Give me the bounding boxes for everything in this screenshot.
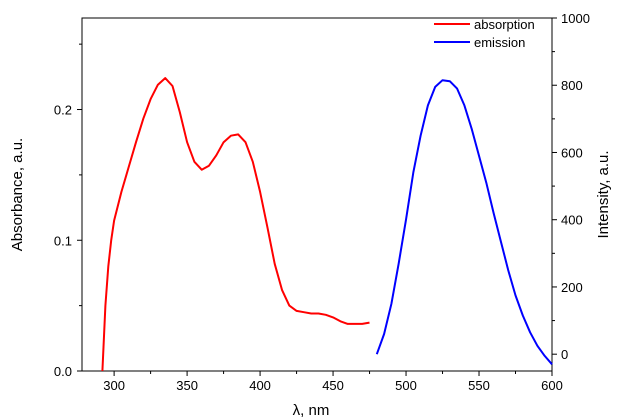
y-right-tick-label: 0 xyxy=(561,347,568,362)
x-tick-label: 450 xyxy=(322,378,344,393)
legend-label-emission: emission xyxy=(474,35,525,50)
y-left-tick-label: 0.0 xyxy=(54,364,72,379)
x-tick-label: 300 xyxy=(103,378,125,393)
legend-label-absorption: absorption xyxy=(474,17,535,32)
axis-labels: λ, nm Absorbance, a.u. Intensity, a.u. xyxy=(9,138,612,419)
x-tick-label: 400 xyxy=(249,378,271,393)
axes: 300 350 400 450 500 550 600 0.0 0.1 0.2 0 200 400 600… xyxy=(54,11,590,393)
y-right-tick-label: 800 xyxy=(561,78,583,93)
legend: absorption emission xyxy=(434,17,535,50)
y-right-tick-label: 200 xyxy=(561,280,583,295)
x-tick-label: 350 xyxy=(176,378,198,393)
y-left-tick-label: 0.2 xyxy=(54,103,72,118)
y-right-axis-title: Intensity, a.u. xyxy=(595,150,612,238)
x-tick-label: 600 xyxy=(541,378,563,393)
y-right-tick-label: 1000 xyxy=(561,11,590,26)
series-line-emission xyxy=(375,79,553,365)
x-axis-title: λ, nm xyxy=(293,402,330,419)
series-line-absorption xyxy=(101,77,370,372)
plot-frame xyxy=(81,17,553,372)
x-tick-label: 550 xyxy=(468,378,490,393)
y-left-axis-title: Absorbance, a.u. xyxy=(9,138,26,251)
series-layer xyxy=(101,77,553,372)
y-right-tick-label: 400 xyxy=(561,213,583,228)
x-tick-label: 500 xyxy=(395,378,417,393)
y-left-tick-label: 0.1 xyxy=(54,233,72,248)
y-right-tick-label: 600 xyxy=(561,145,583,160)
